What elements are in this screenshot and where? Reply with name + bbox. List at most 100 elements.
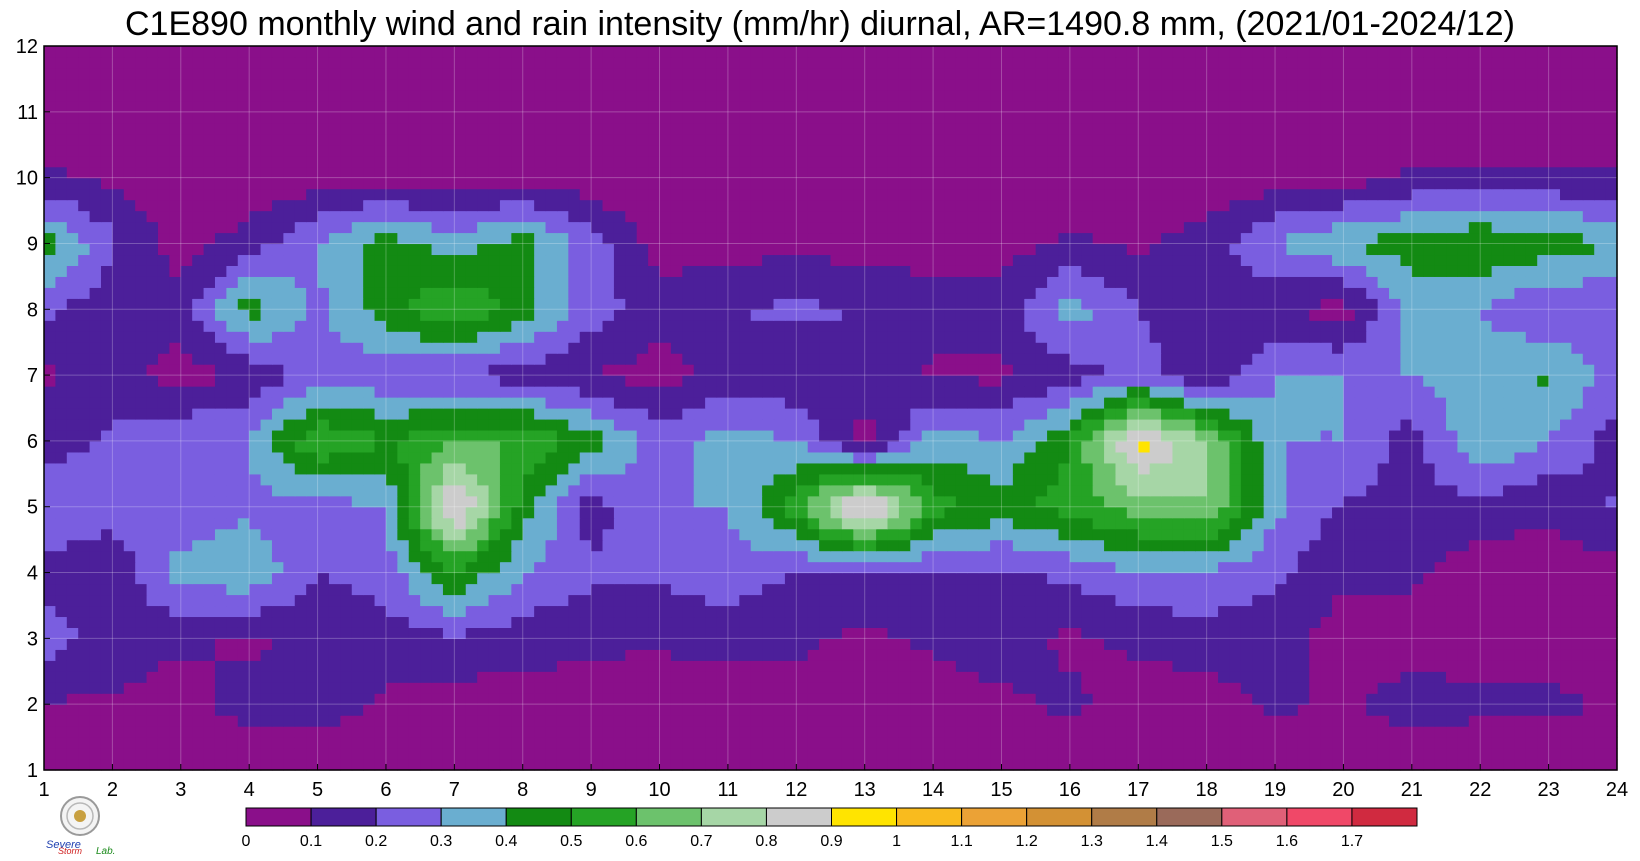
heatmap-cell bbox=[89, 605, 102, 618]
heatmap-cell bbox=[397, 539, 410, 552]
heatmap-cell bbox=[1263, 506, 1276, 519]
heatmap-cell bbox=[1309, 737, 1322, 749]
heatmap-cell bbox=[1548, 451, 1561, 464]
heatmap-cell bbox=[773, 726, 786, 738]
heatmap-cell bbox=[488, 726, 501, 738]
heatmap-cell bbox=[1081, 561, 1094, 574]
heatmap-cell bbox=[990, 583, 1003, 596]
heatmap-cell bbox=[1605, 660, 1618, 672]
heatmap-cell bbox=[910, 429, 923, 442]
heatmap-cell bbox=[226, 627, 239, 639]
heatmap-cell bbox=[784, 484, 797, 497]
heatmap-cell bbox=[853, 429, 866, 442]
heatmap-cell bbox=[1423, 561, 1436, 574]
heatmap-cell bbox=[1138, 638, 1151, 650]
heatmap-cell bbox=[180, 605, 193, 618]
heatmap-cell bbox=[1081, 484, 1094, 497]
heatmap-cell bbox=[1457, 506, 1470, 519]
heatmap-cell bbox=[887, 550, 900, 563]
heatmap-cell bbox=[944, 660, 957, 672]
heatmap-cell bbox=[1423, 451, 1436, 464]
heatmap-cell bbox=[1297, 408, 1310, 420]
heatmap-cell bbox=[1012, 572, 1025, 585]
heatmap-cell bbox=[659, 539, 672, 552]
heatmap-cell bbox=[1126, 462, 1139, 475]
heatmap-cell bbox=[340, 495, 353, 508]
heatmap-cell bbox=[1104, 440, 1117, 453]
heatmap-cell bbox=[385, 616, 398, 628]
heatmap-cell bbox=[1560, 462, 1573, 475]
heatmap-cell bbox=[1240, 737, 1253, 749]
heatmap-cell bbox=[442, 616, 455, 628]
heatmap-cell bbox=[1001, 682, 1014, 694]
heatmap-cell bbox=[454, 451, 467, 464]
heatmap-cell bbox=[135, 550, 148, 563]
heatmap-cell bbox=[591, 517, 604, 530]
heatmap-cell bbox=[819, 660, 832, 672]
heatmap-cell bbox=[750, 473, 763, 486]
heatmap-cell bbox=[921, 473, 934, 486]
heatmap-cell bbox=[568, 605, 581, 618]
heatmap-cell bbox=[1548, 671, 1561, 683]
heatmap-cell bbox=[123, 605, 136, 618]
heatmap-cell bbox=[773, 561, 786, 574]
heatmap-cell bbox=[66, 462, 79, 475]
heatmap-cell bbox=[534, 726, 547, 738]
heatmap-cell bbox=[442, 429, 455, 442]
heatmap-cell bbox=[636, 616, 649, 628]
heatmap-cell bbox=[534, 715, 547, 727]
heatmap-cell bbox=[716, 594, 729, 607]
heatmap-cell bbox=[955, 638, 968, 650]
heatmap-cell bbox=[340, 462, 353, 475]
heatmap-cell bbox=[1548, 397, 1561, 409]
heatmap-cell bbox=[294, 550, 307, 563]
heatmap-cell bbox=[1594, 671, 1607, 683]
heatmap-cell bbox=[1012, 737, 1025, 749]
heatmap-cell bbox=[716, 572, 729, 585]
heatmap-cell bbox=[100, 605, 113, 618]
heatmap-cell bbox=[226, 364, 239, 376]
heatmap-cell bbox=[1035, 484, 1048, 497]
heatmap-cell bbox=[819, 583, 832, 596]
heatmap-cell bbox=[1115, 561, 1128, 574]
heatmap-cell bbox=[830, 528, 843, 541]
heatmap-cell bbox=[1537, 484, 1550, 497]
heatmap-cell bbox=[819, 594, 832, 607]
heatmap-cell bbox=[66, 704, 79, 716]
heatmap-cell bbox=[488, 550, 501, 563]
heatmap-cell bbox=[1343, 638, 1356, 650]
heatmap-cell bbox=[1069, 462, 1082, 475]
heatmap-cell bbox=[579, 605, 592, 618]
heatmap-cell bbox=[1377, 616, 1390, 628]
heatmap-cell bbox=[44, 561, 56, 574]
heatmap-cell bbox=[214, 539, 227, 552]
heatmap-cell bbox=[556, 561, 569, 574]
heatmap-cell bbox=[442, 495, 455, 508]
heatmap-cell bbox=[169, 737, 182, 749]
heatmap-cell bbox=[1560, 726, 1573, 738]
heatmap-cell bbox=[579, 682, 592, 694]
heatmap-cell bbox=[1514, 397, 1527, 409]
heatmap-cell bbox=[1354, 462, 1367, 475]
heatmap-cell bbox=[317, 473, 330, 486]
heatmap-cell bbox=[465, 660, 478, 672]
heatmap-cell bbox=[465, 748, 478, 760]
heatmap-cell bbox=[431, 627, 444, 639]
heatmap-cell bbox=[374, 594, 387, 607]
heatmap-cell bbox=[1286, 682, 1299, 694]
heatmap-cell bbox=[898, 397, 911, 409]
heatmap-cell bbox=[602, 682, 615, 694]
heatmap-cell bbox=[750, 682, 763, 694]
heatmap-cell bbox=[192, 704, 205, 716]
heatmap-cell bbox=[1240, 418, 1253, 431]
heatmap-cell bbox=[1560, 737, 1573, 749]
heatmap-cell bbox=[1172, 440, 1185, 453]
heatmap-cell bbox=[465, 737, 478, 749]
heatmap-cell bbox=[1354, 638, 1367, 650]
heatmap-cell bbox=[146, 561, 159, 574]
heatmap-cell bbox=[876, 737, 889, 749]
heatmap-cell bbox=[1514, 572, 1527, 585]
heatmap-cell bbox=[716, 616, 729, 628]
heatmap-cell bbox=[214, 671, 227, 683]
heatmap-cell bbox=[648, 484, 661, 497]
